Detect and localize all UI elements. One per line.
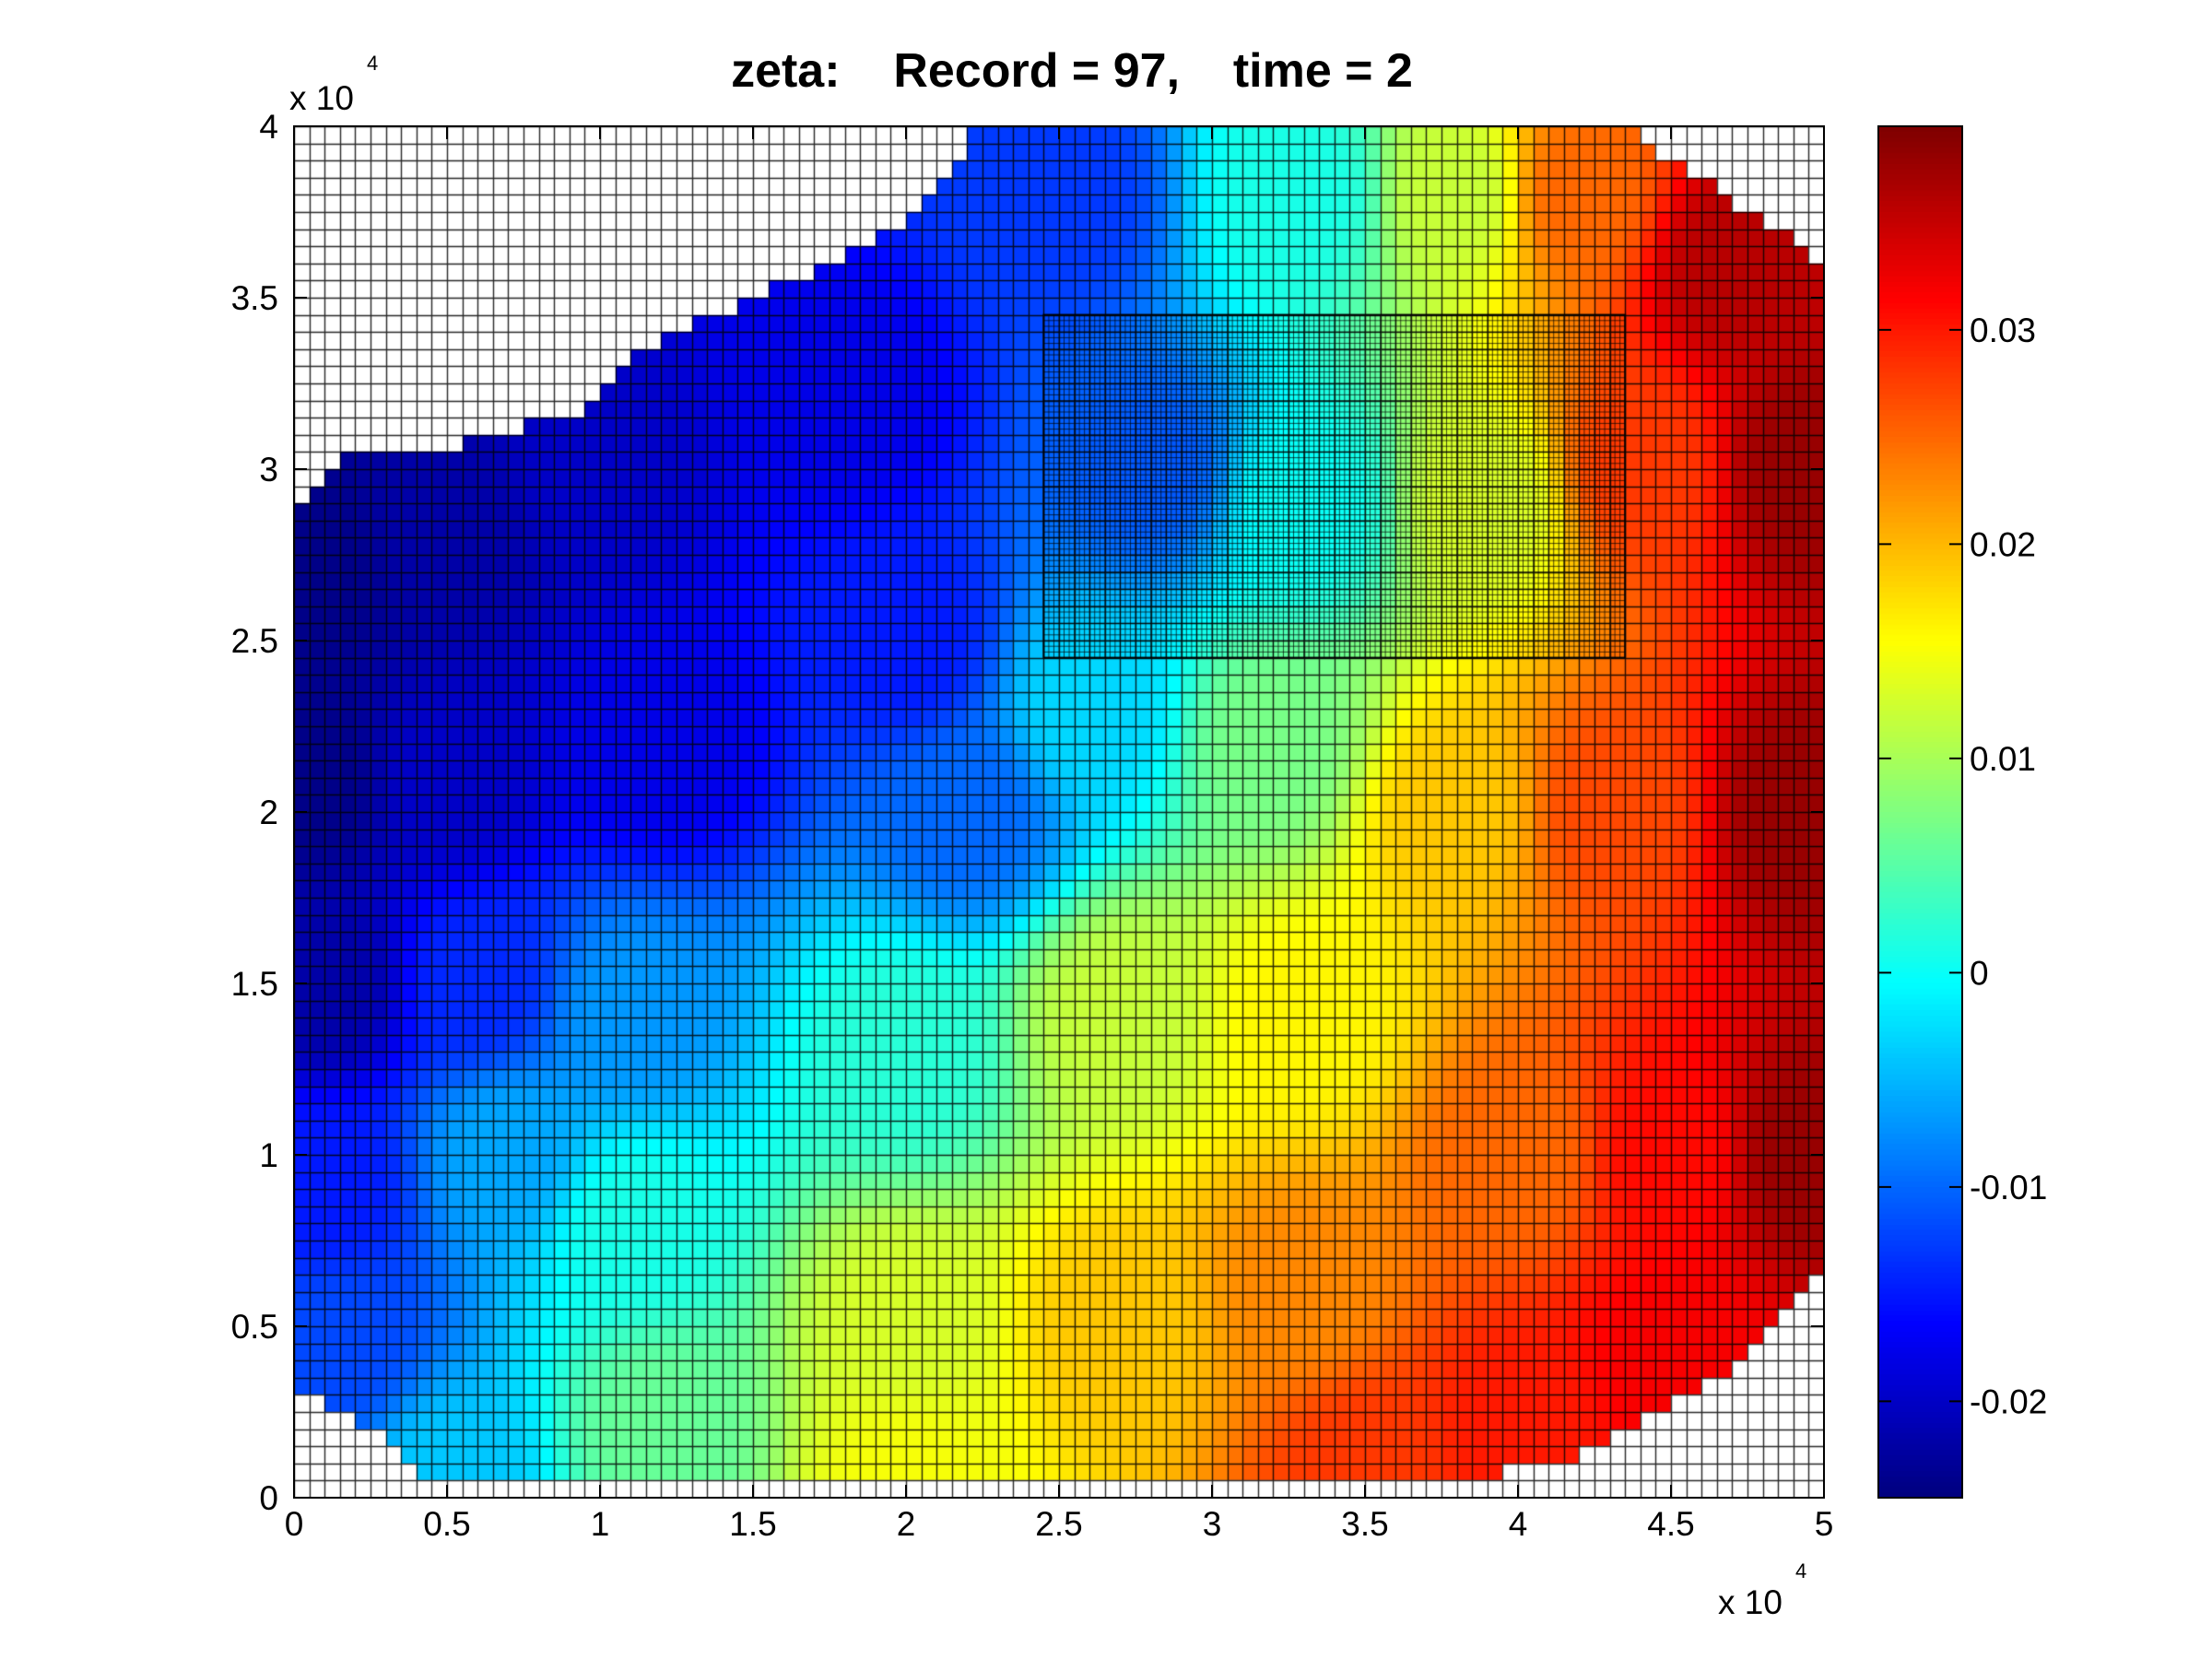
colorbar-tick-label: -0.02 [1970, 1382, 2047, 1420]
x-tick-label: 3 [1203, 1505, 1222, 1543]
x-tick-label: 4 [1509, 1505, 1528, 1543]
y-axis: 0 0.5 1 1.5 2 2.5 3 3.5 4 [231, 108, 1824, 1517]
colorbar-gradient [1878, 126, 1962, 1498]
x-multiplier-exponent: 4 [1795, 1559, 1806, 1583]
colorbar-tick-label: 0.02 [1970, 525, 2036, 563]
colorbar: -0.02 -0.01 0 0.01 0.02 0.03 [1877, 125, 2047, 1499]
x-axis-multiplier: x 10 4 [1718, 1559, 1806, 1621]
x-tick-label: 1 [591, 1505, 610, 1543]
x-tick-label: 1.5 [729, 1505, 776, 1543]
x-tick-label: 5 [1815, 1505, 1834, 1543]
colorbar-tick-label: 0 [1970, 954, 1989, 992]
colorbar-ticks: -0.02 -0.01 0 0.01 0.02 0.03 [1878, 312, 2047, 1420]
x-axis: 0 0.5 1 1.5 2 2.5 3 3.5 4 4.5 5 [285, 126, 1834, 1543]
y-axis-multiplier: x 10 4 [289, 52, 378, 117]
y-tick-label: 1 [259, 1136, 278, 1174]
colorbar-tick-label: -0.01 [1970, 1169, 2047, 1206]
y-tick-label: 1.5 [231, 965, 278, 1003]
x-tick-label: 3.5 [1341, 1505, 1388, 1543]
y-tick-label: 0 [259, 1479, 278, 1517]
x-tick-label: 0.5 [423, 1505, 470, 1543]
x-tick-label: 4.5 [1647, 1505, 1694, 1543]
x-tick-label: 2 [897, 1505, 916, 1543]
model-grid [294, 126, 1824, 1498]
y-tick-label: 3 [259, 451, 278, 488]
colorbar-tick-label: 0.01 [1970, 740, 2036, 778]
y-tick-label: 2 [259, 794, 278, 831]
x-multiplier-base: x 10 [1718, 1583, 1783, 1621]
plot-area [293, 125, 1825, 1499]
x-tick-label: 2.5 [1035, 1505, 1082, 1543]
y-tick-label: 3.5 [231, 279, 278, 317]
colorbar-tick-label: 0.03 [1970, 312, 2036, 349]
y-tick-label: 0.5 [231, 1308, 278, 1346]
chart-title: zeta: Record = 97, time = 2 [731, 44, 1413, 98]
x-tick-label: 0 [285, 1505, 304, 1543]
y-multiplier-base: x 10 [289, 79, 354, 117]
y-multiplier-exponent: 4 [367, 52, 378, 75]
y-tick-label: 4 [259, 108, 278, 146]
colorbar-frame [1877, 125, 1963, 1499]
y-tick-label: 2.5 [231, 622, 278, 660]
